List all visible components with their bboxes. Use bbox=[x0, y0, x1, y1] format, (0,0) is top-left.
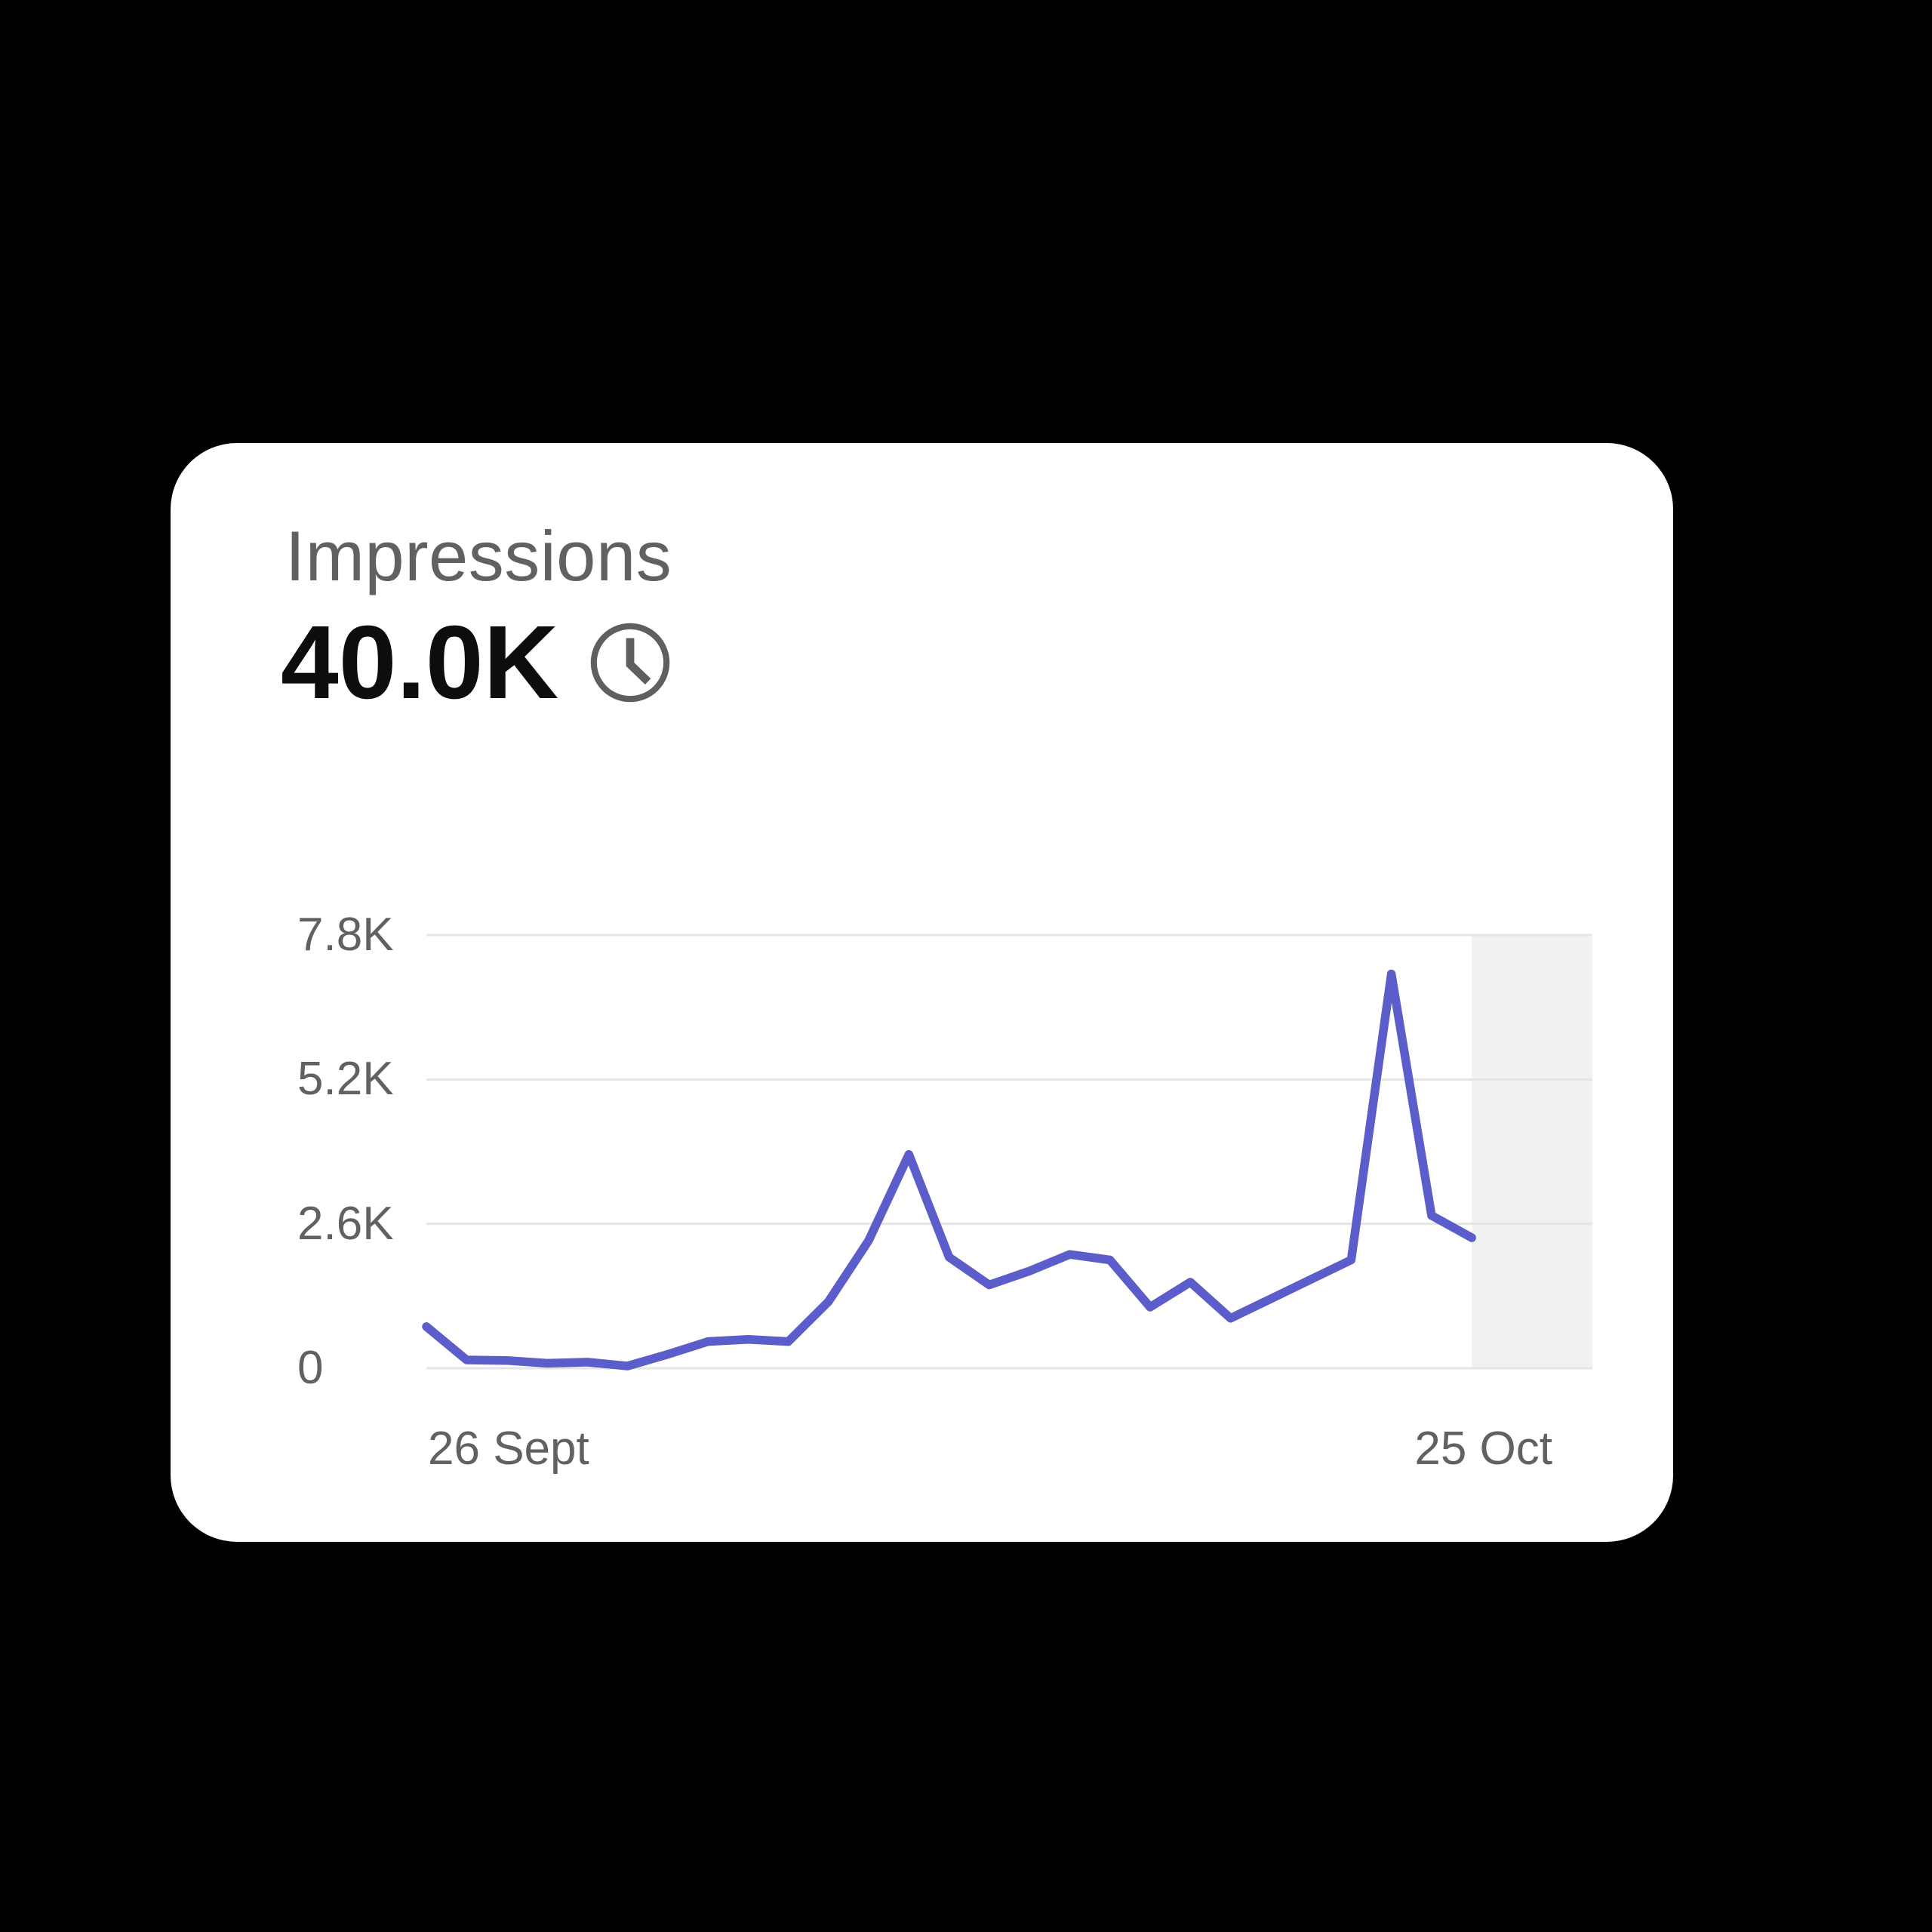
metric-row: 40.0K bbox=[281, 611, 675, 715]
future-data-band bbox=[1472, 935, 1592, 1368]
impressions-line[interactable] bbox=[422, 969, 1476, 1371]
y-axis-tick-label: 2.6K bbox=[297, 1198, 394, 1250]
metric-value: 40.0K bbox=[281, 605, 559, 721]
card-title: Impressions bbox=[285, 516, 672, 595]
clock-icon[interactable] bbox=[586, 618, 675, 707]
y-axis-tick-label: 5.2K bbox=[297, 1053, 394, 1105]
y-axis-tick-label: 0 bbox=[297, 1342, 324, 1394]
y-axis-tick-label: 7.8K bbox=[297, 909, 394, 961]
x-axis-label-end: 25 Oct bbox=[1414, 1423, 1552, 1475]
x-axis-label-start: 26 Sept bbox=[428, 1423, 589, 1475]
chart-plot-area[interactable] bbox=[422, 934, 1592, 1371]
analytics-card: Impressions 40.0K 7.8K 5.2K 2.6K 0 26 Se… bbox=[171, 443, 1673, 1542]
